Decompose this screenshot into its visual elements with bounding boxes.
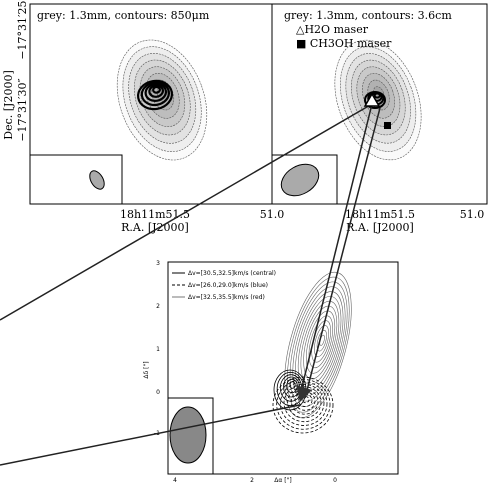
beam-bottom (170, 407, 206, 463)
x-tick-label: 0 (333, 477, 337, 484)
legend-entry: △H2O maser (296, 23, 369, 36)
y-tick-label: 2 (156, 303, 160, 310)
y-tick-label: 3 (156, 260, 160, 267)
beam-left (87, 168, 107, 191)
legend-entry: Δv=[32.5,35.5]km/s (red) (188, 294, 265, 301)
x-tick-label: 51.0 (260, 208, 285, 221)
x-axis-label: R.A. [J2000] (346, 221, 414, 234)
y-axis-label: Dec. [J2000] (2, 70, 15, 139)
x-tick-label: 2 (250, 477, 254, 484)
x-tick-label: 51.0 (460, 208, 485, 221)
y-tick-label: −17°31′30″ (16, 78, 29, 141)
connector (0, 405, 300, 465)
y-tick-label: −17°31′25″ (16, 0, 29, 60)
figure: grey: 1.3mm, contours: 850μm grey: 1.3mm… (0, 0, 489, 484)
x-tick-label: 4 (173, 477, 177, 484)
legend-entry: ■ CH3OH maser (296, 37, 392, 50)
x-tick-label: 18h11m51.5 (120, 208, 190, 221)
y-axis-label: Δδ ["] (143, 361, 150, 378)
x-tick-label: 18h11m51.5 (345, 208, 415, 221)
legend-entry: Δv=[26.0,29.0]km/s (blue) (188, 282, 268, 289)
beam-box-left (30, 155, 122, 204)
contour (308, 319, 335, 365)
ch3oh-maser (384, 122, 391, 129)
page: {"top_left":{"label":"grey: 1.3mm, conto… (0, 0, 489, 484)
panel-label: grey: 1.3mm, contours: 3.6cm (284, 9, 452, 22)
beam-right (276, 158, 325, 202)
y-tick-label: 1 (156, 346, 160, 353)
x-axis-label: Δα ["] (274, 477, 291, 484)
legend-entry: Δv=[30.5,32.5]km/s (central) (188, 270, 276, 277)
y-tick-label: 0 (156, 389, 160, 396)
panel-label: grey: 1.3mm, contours: 850μm (37, 9, 210, 22)
x-axis-label: R.A. [J2000] (121, 221, 189, 234)
